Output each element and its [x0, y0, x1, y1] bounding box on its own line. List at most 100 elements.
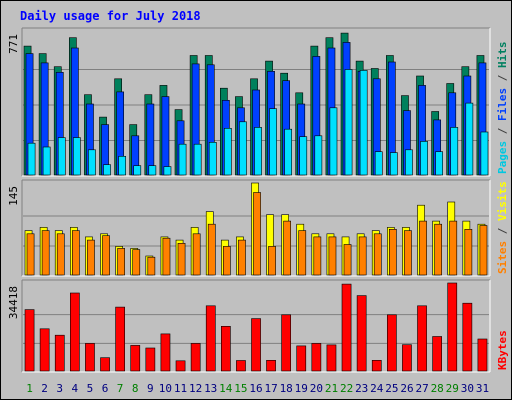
x-tick-label-day-20: 20	[310, 382, 323, 395]
panel-kbytes: 34418 KBytes	[7, 279, 509, 373]
x-tick-label-day-19: 19	[295, 382, 308, 395]
bar-sites-day-11	[177, 243, 186, 276]
bar-kbytes-day-31	[477, 338, 488, 372]
x-tick-label-day-18: 18	[280, 382, 293, 395]
x-tick-label-day-29: 29	[446, 382, 459, 395]
bar-kbytes-day-22	[341, 283, 352, 372]
bar-sites-day-24	[373, 233, 382, 276]
bar-kbytes-day-18	[281, 314, 292, 372]
x-tick-label-day-23: 23	[355, 382, 368, 395]
bar-sites-day-25	[388, 229, 397, 276]
bar-sites-day-14	[223, 246, 231, 276]
y-max-label: 145	[7, 186, 20, 206]
panel-visits-sites: 145 Sites / Visits	[7, 179, 509, 277]
bar-kbytes-day-12	[190, 343, 201, 372]
bar-sites-day-9	[147, 256, 156, 276]
legend-sites: Sites	[496, 241, 509, 274]
bar-kbytes-day-5	[85, 343, 95, 372]
x-tick-label-day-11: 11	[174, 382, 187, 395]
bar-sites-day-8	[132, 249, 141, 276]
bar-sites-day-31	[479, 225, 488, 276]
bar-pages-day-28	[435, 151, 444, 176]
bar-pages-day-3	[57, 137, 66, 176]
bar-kbytes-day-25	[386, 314, 397, 372]
legend-separator: /	[496, 121, 509, 141]
x-tick-label-day-14: 14	[219, 382, 233, 395]
bar-kbytes-day-23	[356, 295, 367, 372]
bar-kbytes-day-20	[311, 343, 322, 372]
x-tick-label-day-21: 21	[325, 382, 338, 395]
x-tick-label-day-28: 28	[431, 382, 444, 395]
bar-pages-day-9	[148, 165, 157, 176]
bar-kbytes-day-1	[24, 309, 35, 372]
bar-sites-day-10	[162, 237, 171, 276]
bar-pages-day-24	[374, 151, 383, 176]
x-tick-label-day-10: 10	[159, 382, 172, 395]
bar-pages-day-17	[269, 108, 277, 176]
legend-pages: Pages	[496, 141, 509, 174]
panel-legend: Sites / Visits	[496, 181, 509, 274]
bar-sites-day-5	[87, 239, 95, 276]
bar-sites-day-4	[72, 230, 80, 276]
chart-panels: 771 Pages / Files / Hits 145 Sites / Visits…	[7, 27, 509, 373]
bar-pages-day-21	[329, 107, 338, 176]
bar-pages-day-11	[178, 143, 187, 176]
bar-pages-day-18	[284, 128, 293, 176]
bar-kbytes-day-9	[145, 347, 156, 372]
panel-hits-files-pages: 771 Pages / Files / Hits	[7, 27, 509, 177]
x-tick-label-day-7: 7	[117, 382, 124, 395]
panel-legend: Pages / Files / Hits	[496, 42, 509, 175]
bar-pages-day-5	[88, 149, 96, 176]
x-tick-label-day-31: 31	[476, 382, 489, 395]
bar-sites-day-3	[56, 233, 65, 276]
x-tick-label-day-25: 25	[385, 382, 398, 395]
bar-sites-day-29	[449, 220, 458, 276]
bar-files-day-9	[146, 103, 155, 176]
legend-hits: Hits	[496, 42, 509, 69]
bar-pages-day-4	[73, 137, 81, 176]
bar-pages-day-15	[239, 121, 247, 176]
bar-pages-day-1	[27, 142, 36, 176]
bar-kbytes-day-17	[266, 359, 276, 372]
x-tick-label-day-26: 26	[400, 382, 413, 395]
bar-kbytes-day-26	[402, 344, 412, 372]
bar-sites-day-28	[434, 223, 443, 276]
bar-pages-day-19	[299, 136, 308, 176]
bar-kbytes-day-2	[39, 328, 50, 372]
x-tick-label-day-12: 12	[189, 382, 202, 395]
bar-pages-day-16	[254, 127, 262, 176]
bar-kbytes-day-4	[70, 292, 80, 372]
bar-pages-day-6	[103, 164, 111, 176]
bar-kbytes-day-27	[417, 305, 427, 372]
bar-kbytes-day-11	[175, 360, 186, 372]
bar-sites-day-6	[102, 235, 110, 276]
bar-pages-day-20	[314, 135, 323, 176]
x-tick-label-day-13: 13	[204, 382, 217, 395]
legend-kbytes: KBytes	[496, 330, 509, 370]
bar-sites-day-20	[313, 236, 322, 276]
bar-sites-day-30	[464, 229, 473, 276]
bar-kbytes-day-28	[432, 336, 443, 372]
bar-kbytes-day-19	[296, 345, 307, 372]
bar-pages-day-14	[224, 128, 232, 176]
bar-sites-day-2	[41, 230, 50, 276]
bar-sites-day-19	[298, 230, 307, 276]
bar-sites-day-16	[253, 192, 261, 276]
bar-kbytes-day-21	[326, 344, 337, 372]
bar-pages-day-23	[359, 70, 368, 176]
bar-sites-day-7	[117, 248, 125, 276]
x-axis-day-labels: 1 2 3 4 5 6 7 8 9 10 11 12 13 14 15 16 17 18 19 20 21 22 23 24 2…	[26, 382, 489, 395]
bar-pages-day-31	[480, 131, 489, 176]
bar-pages-day-2	[42, 146, 51, 176]
bar-kbytes-day-14	[221, 325, 231, 372]
bar-sites-day-18	[283, 220, 292, 276]
x-tick-label-day-27: 27	[415, 382, 428, 395]
bar-sites-day-15	[238, 239, 246, 276]
chart-title: Daily usage for July 2018	[20, 9, 201, 23]
bar-kbytes-day-16	[251, 318, 261, 372]
bar-kbytes-day-8	[130, 345, 141, 372]
x-tick-label-day-15: 15	[234, 382, 247, 395]
bar-sites-day-13	[207, 223, 216, 276]
